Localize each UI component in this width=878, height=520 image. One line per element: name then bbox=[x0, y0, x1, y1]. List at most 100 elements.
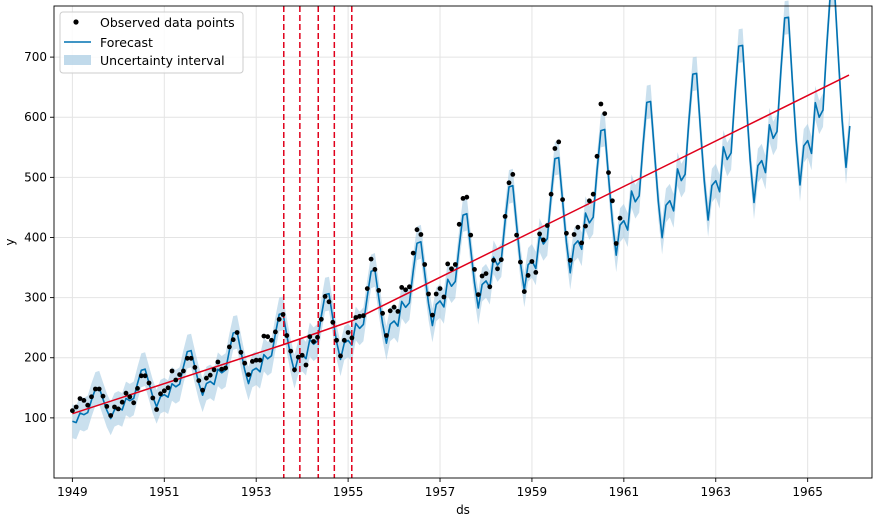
observed-point bbox=[395, 309, 401, 314]
observed-point bbox=[479, 273, 485, 279]
observed-point bbox=[284, 333, 290, 338]
observed-point bbox=[602, 111, 608, 116]
observed-point bbox=[169, 368, 175, 374]
observed-point bbox=[181, 368, 186, 374]
observed-point bbox=[242, 360, 248, 366]
observed-point bbox=[253, 357, 259, 363]
observed-point bbox=[311, 339, 316, 344]
observed-point bbox=[407, 284, 412, 290]
grid-layer bbox=[54, 6, 872, 478]
observed-point bbox=[81, 398, 87, 403]
plot-frame bbox=[53, 5, 873, 479]
axis-layer: 1949 1951 1953 1955 1957 1959 1961 1963 1965 100 2… bbox=[24, 50, 823, 499]
observed-point bbox=[100, 393, 106, 399]
observed-point bbox=[468, 232, 474, 238]
observed-point bbox=[587, 198, 592, 204]
observed-point bbox=[119, 399, 125, 405]
observed-point bbox=[414, 227, 420, 233]
observed-point bbox=[257, 357, 263, 363]
observed-point bbox=[564, 230, 569, 236]
observed-point bbox=[445, 261, 451, 267]
observed-point bbox=[610, 198, 615, 204]
observed-point bbox=[341, 337, 347, 343]
observed-point bbox=[452, 262, 458, 267]
observed-point bbox=[506, 180, 512, 186]
observed-point bbox=[590, 191, 596, 197]
observed-point bbox=[567, 257, 573, 263]
observed-point bbox=[150, 395, 156, 401]
y-tick-label: 100 bbox=[24, 411, 47, 425]
observed-point bbox=[85, 402, 91, 408]
observed-point bbox=[307, 334, 313, 340]
observed-point bbox=[579, 240, 585, 246]
observed-point bbox=[200, 387, 206, 393]
observed-point bbox=[472, 267, 477, 272]
legend-forecast-label: Forecast bbox=[100, 35, 153, 50]
observed-point bbox=[230, 337, 236, 343]
observed-point bbox=[104, 404, 110, 409]
observed-point bbox=[135, 386, 140, 391]
observed-point bbox=[368, 256, 374, 262]
observed-point bbox=[89, 394, 94, 400]
observed-point bbox=[265, 334, 271, 340]
legend-interval-patch bbox=[64, 55, 91, 65]
x-tick-label: 1949 bbox=[57, 485, 88, 499]
observed-point bbox=[204, 375, 209, 381]
observed-point bbox=[537, 231, 542, 237]
observed-point bbox=[219, 366, 225, 372]
observed-point bbox=[449, 266, 454, 272]
observed-point bbox=[288, 348, 294, 354]
observed-point bbox=[161, 388, 167, 394]
observed-point bbox=[475, 292, 481, 297]
uncertainty-interval-band bbox=[72, 0, 850, 440]
observed-point bbox=[521, 289, 527, 294]
observed-point bbox=[184, 355, 190, 361]
observed-point bbox=[353, 315, 359, 320]
x-tick-label: 1961 bbox=[609, 485, 640, 499]
observed-point bbox=[246, 372, 251, 377]
observed-point bbox=[276, 316, 282, 322]
observed-point bbox=[460, 196, 466, 201]
y-tick-label: 600 bbox=[24, 110, 47, 124]
observed-point bbox=[583, 223, 588, 229]
observed-point bbox=[250, 359, 255, 364]
changepoint-layer bbox=[283, 6, 353, 478]
y-tick-label: 700 bbox=[24, 50, 47, 64]
legend-observed-label: Observed data points bbox=[100, 15, 235, 30]
observed-point bbox=[227, 344, 232, 350]
y-axis-label: y bbox=[3, 238, 17, 245]
x-tick-label: 1963 bbox=[700, 485, 731, 499]
observed-point bbox=[598, 101, 604, 107]
observed-point bbox=[422, 262, 428, 267]
observed-point bbox=[223, 365, 229, 371]
x-tick-label: 1959 bbox=[517, 485, 548, 499]
observed-point bbox=[108, 413, 114, 418]
y-tick-label: 300 bbox=[24, 291, 47, 305]
observed-point bbox=[510, 172, 516, 177]
observed-point bbox=[418, 232, 424, 237]
observed-point bbox=[560, 197, 565, 203]
observed-point bbox=[154, 407, 160, 412]
observed-point bbox=[498, 257, 504, 263]
observed-point bbox=[273, 329, 278, 335]
observed-point bbox=[541, 237, 546, 243]
observed-point bbox=[196, 378, 202, 383]
observed-point bbox=[437, 286, 443, 291]
observed-point bbox=[514, 232, 519, 238]
observed-point bbox=[269, 337, 274, 343]
observed-point bbox=[606, 170, 611, 176]
x-tick-label: 1965 bbox=[792, 485, 823, 499]
observed-point bbox=[142, 373, 148, 379]
x-tick-label: 1955 bbox=[333, 485, 364, 499]
observed-point bbox=[548, 191, 554, 197]
observed-point bbox=[215, 359, 221, 365]
observed-point bbox=[158, 391, 163, 397]
observed-point bbox=[334, 337, 339, 343]
observed-point bbox=[491, 257, 496, 263]
observed-point bbox=[403, 287, 408, 293]
y-tick-label: 200 bbox=[24, 351, 47, 365]
observed-point bbox=[77, 396, 83, 401]
observed-point bbox=[349, 335, 355, 341]
observed-point bbox=[361, 313, 366, 319]
